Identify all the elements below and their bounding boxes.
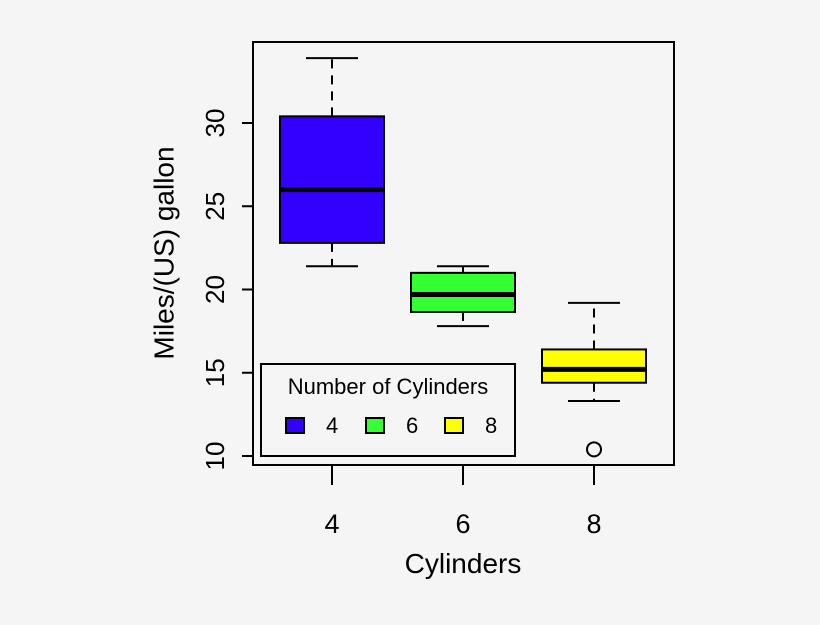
x-tick-label: 8 [586, 509, 601, 539]
x-tick-label: 4 [324, 509, 339, 539]
y-tick-label: 25 [200, 192, 230, 221]
legend-swatch-4 [285, 417, 305, 434]
outlier-point [586, 441, 602, 458]
y-axis-title: Miles/(US) gallon [149, 146, 180, 359]
box-group-4 [279, 57, 385, 268]
box-group-8 [541, 301, 647, 458]
box-8 [541, 348, 647, 384]
y-tick-label: 10 [200, 442, 230, 471]
box-4 [279, 115, 385, 244]
x-tick-label: 6 [455, 509, 470, 539]
legend-box [260, 363, 516, 457]
legend-label-4: 4 [326, 413, 338, 438]
y-tick-label: 20 [200, 275, 230, 304]
box-group-6 [410, 265, 516, 328]
legend-label-8: 8 [485, 413, 497, 438]
legend-swatch-8 [444, 417, 464, 434]
y-tick-label: 15 [200, 358, 230, 387]
y-tick-label: 30 [200, 109, 230, 138]
legend-label-6: 6 [406, 413, 418, 438]
x-axis-title: Cylinders [405, 548, 522, 579]
legend-title: Number of Cylinders [288, 374, 489, 399]
legend-swatch-6 [365, 417, 385, 434]
